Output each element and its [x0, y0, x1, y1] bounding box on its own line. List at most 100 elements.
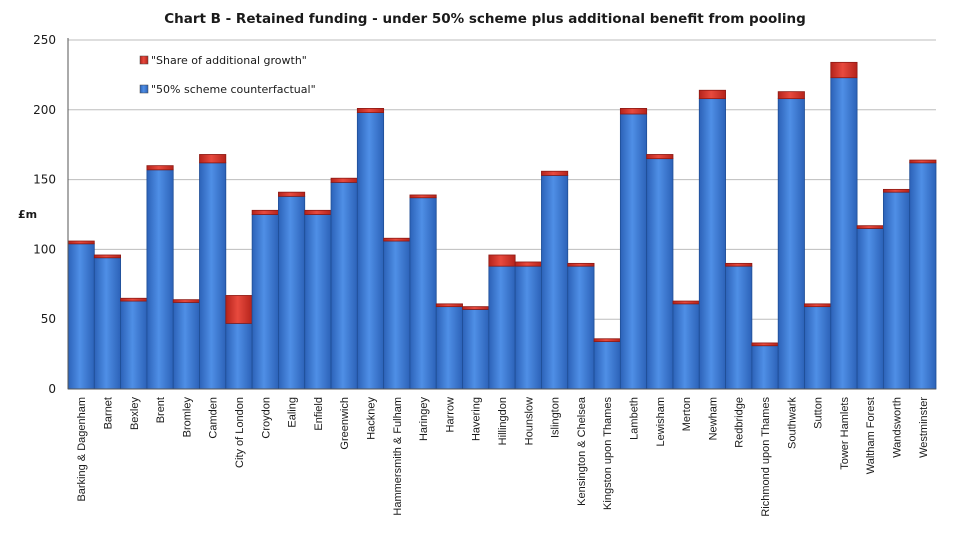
bar-additional-growth: [567, 262, 595, 267]
x-tick-label: Kensington & Chelsea: [576, 396, 588, 506]
x-tick-label: Southwark: [786, 397, 798, 449]
x-tick-label: Croydon: [260, 397, 272, 439]
bar-counterfactual: [804, 306, 832, 390]
bar-additional-growth: [488, 254, 516, 267]
x-tick-label: Hammersmith & Fulham: [392, 397, 404, 516]
x-tick-label: City of London: [234, 397, 246, 468]
bar-additional-growth: [541, 170, 569, 176]
bar-counterfactual: [330, 181, 358, 390]
bar-additional-growth: [856, 225, 884, 229]
bar-additional-growth: [882, 188, 911, 193]
y-axis-label: £m: [18, 208, 37, 221]
legend-label: "Share of additional growth": [151, 54, 307, 67]
bar-counterfactual: [199, 162, 227, 390]
bar-additional-growth: [435, 303, 463, 308]
x-tick-label: Lambeth: [629, 397, 641, 440]
bar-additional-growth: [304, 209, 332, 215]
bar-counterfactual: [488, 265, 516, 390]
x-tick-label: Camden: [208, 397, 220, 439]
bar-additional-growth: [93, 254, 122, 259]
x-tick-label: Haringey: [418, 397, 430, 442]
y-tick-label: 200: [33, 103, 56, 117]
x-tick-label: Sutton: [813, 397, 825, 429]
x-tick-label: Kingston upon Thames: [602, 397, 614, 510]
bar-counterfactual: [856, 228, 884, 390]
bar-counterfactual: [619, 113, 648, 390]
x-tick-label: Hillingdon: [497, 397, 509, 445]
x-tick-label: Barnet: [102, 397, 114, 429]
x-tick-label: Richmond upon Thames: [760, 397, 772, 517]
bar-additional-growth: [172, 299, 200, 303]
x-tick-label: Hackney: [365, 397, 377, 440]
bar-counterfactual: [120, 300, 148, 390]
legend-swatch: [139, 55, 149, 65]
x-tick-label: Ealing: [287, 397, 299, 428]
y-tick-label: 0: [48, 382, 56, 396]
legend-swatch: [139, 84, 149, 94]
x-tick-label: Westminster: [918, 397, 930, 458]
bar-counterfactual: [93, 257, 122, 390]
bar-counterfactual: [146, 169, 174, 390]
bar-counterfactual: [909, 162, 937, 390]
bar-additional-growth: [330, 177, 358, 183]
chart-title: Chart B - Retained funding - under 50% s…: [164, 11, 806, 27]
bar-additional-growth: [725, 262, 753, 267]
y-tick-label: 250: [33, 33, 56, 47]
bar-additional-growth: [278, 191, 306, 197]
bar-additional-growth: [251, 209, 279, 215]
bar-counterfactual: [567, 265, 595, 390]
x-tick-label: Bexley: [129, 397, 141, 431]
bar-additional-growth: [120, 297, 148, 302]
bar-counterfactual: [672, 303, 700, 390]
bar-counterfactual: [462, 309, 490, 390]
legend: "Share of additional growth" "50% scheme …: [139, 54, 316, 96]
bar-counterfactual: [172, 302, 200, 390]
bar-additional-growth: [593, 338, 621, 342]
bar-counterfactual: [278, 195, 306, 390]
bar-counterfactual: [304, 214, 332, 390]
bar-additional-growth: [672, 300, 700, 305]
bar-counterfactual: [541, 175, 569, 390]
bar-additional-growth: [619, 108, 648, 115]
x-tick-label: Harrow: [444, 397, 456, 433]
x-tick-label: Lewisham: [655, 397, 667, 447]
x-tick-label: Merton: [681, 397, 693, 431]
bar-additional-growth: [698, 89, 726, 100]
bar-counterfactual: [646, 158, 674, 390]
bar-counterfactual: [435, 306, 463, 390]
bar-counterfactual: [698, 98, 726, 390]
bar-counterfactual: [725, 265, 753, 390]
bar-additional-growth: [67, 240, 95, 245]
x-tick-label: Tower Hamlets: [839, 397, 851, 470]
bar-counterfactual: [67, 243, 95, 390]
bar-additional-growth: [804, 303, 832, 308]
x-tick-label: Enfield: [313, 397, 325, 431]
x-tick-label: Wandsworth: [892, 397, 904, 458]
bar-counterfactual: [777, 98, 805, 390]
bar-counterfactual: [882, 191, 911, 390]
bar-additional-growth: [751, 342, 779, 347]
x-tick-label: Greenwich: [339, 397, 351, 450]
x-tick-label: Bromley: [181, 397, 193, 438]
bar-counterfactual: [409, 197, 437, 390]
x-tick-label: Newham: [707, 397, 719, 440]
bar-additional-growth: [409, 194, 437, 199]
bar-additional-growth: [462, 306, 490, 310]
x-tick-label: Islington: [550, 397, 562, 438]
y-tick-label: 150: [33, 173, 56, 187]
x-tick-label: Havering: [471, 397, 483, 441]
bar-counterfactual: [830, 77, 858, 390]
bar-additional-growth: [909, 159, 937, 164]
x-tick-label: Redbridge: [734, 397, 746, 448]
bar-counterfactual: [593, 341, 621, 390]
legend-label: "50% scheme counterfactual": [151, 83, 316, 96]
bar-additional-growth: [777, 91, 805, 100]
bar-counterfactual: [356, 112, 385, 390]
bar-additional-growth: [646, 154, 674, 160]
bar-additional-growth: [830, 61, 858, 79]
bar-additional-growth: [383, 237, 411, 242]
bar-additional-growth: [356, 108, 385, 113]
x-tick-label: Brent: [155, 397, 167, 423]
